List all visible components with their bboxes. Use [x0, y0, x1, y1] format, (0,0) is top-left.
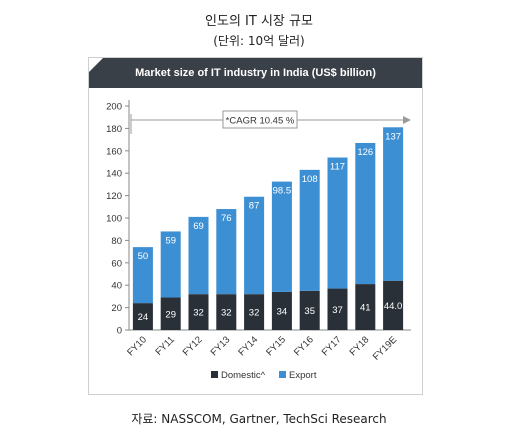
- x-tick-label: FY19E: [371, 334, 399, 362]
- source-note: 자료: NASSCOM, Gartner, TechSci Research: [131, 412, 387, 426]
- y-tick-label: 120: [106, 191, 122, 202]
- data-label-export: 50: [138, 251, 149, 262]
- data-label-domestic: 34: [277, 306, 288, 317]
- bar-export: [383, 127, 404, 281]
- data-label-export: 126: [357, 147, 373, 158]
- bar-export: [216, 209, 237, 295]
- x-tick-label: FY14: [236, 334, 260, 358]
- data-label-domestic: 32: [193, 308, 204, 319]
- y-tick-label: 200: [106, 102, 122, 113]
- bar-domestic: [132, 303, 153, 330]
- bar-domestic: [299, 290, 320, 330]
- y-tick-label: 100: [106, 214, 122, 225]
- data-label-domestic: 37: [332, 305, 343, 316]
- x-tick-label: FY13: [209, 334, 233, 358]
- data-label-domestic: 24: [138, 312, 149, 323]
- data-label-domestic: 41: [360, 303, 371, 314]
- legend-label-domestic: Domestic^: [221, 370, 266, 381]
- x-tick-label: FY17: [320, 334, 344, 358]
- data-label-domestic: 44.0: [384, 301, 403, 312]
- page-subtitle: (단위: 10억 달러): [213, 34, 305, 48]
- bar-export: [271, 181, 292, 292]
- x-tick-label: FY15: [264, 334, 288, 358]
- data-label-export: 76: [221, 213, 232, 224]
- data-label-export: 108: [302, 174, 318, 185]
- y-tick-label: 180: [106, 124, 122, 135]
- bar-domestic: [383, 280, 404, 330]
- cagr-box: [222, 110, 298, 129]
- bar-export: [132, 247, 153, 304]
- data-label-domestic: 32: [221, 308, 232, 319]
- y-tick-label: 0: [117, 326, 122, 337]
- y-tick-label: 80: [111, 236, 122, 247]
- legend-label-export: Export: [289, 370, 317, 381]
- bar-domestic: [188, 294, 209, 330]
- bar-export: [299, 169, 320, 291]
- x-tick-label: FY18: [348, 334, 372, 358]
- data-label-export: 117: [330, 162, 345, 173]
- chart-card: Market size of IT industry in India (US$…: [88, 57, 423, 395]
- y-tick-label: 60: [111, 258, 122, 269]
- x-tick-label: FY11: [153, 334, 176, 357]
- data-label-domestic: 29: [165, 309, 176, 320]
- y-tick-label: 160: [106, 146, 122, 157]
- data-label-export: 87: [249, 201, 260, 212]
- y-tick-label: 140: [106, 169, 122, 180]
- chart-title: Market size of IT industry in India (US$…: [89, 58, 422, 88]
- data-label-export: 69: [193, 221, 204, 232]
- x-tick-label: FY12: [181, 334, 205, 358]
- bar-domestic: [244, 294, 265, 330]
- y-tick-label: 40: [111, 281, 122, 292]
- bar-domestic: [216, 294, 237, 330]
- legend-swatch-domestic: [211, 371, 218, 378]
- bar-domestic: [271, 291, 292, 330]
- bar-export: [327, 157, 348, 289]
- bar-domestic: [355, 284, 376, 330]
- bar-export: [188, 216, 209, 295]
- x-tick-label: FY16: [292, 334, 316, 358]
- data-label-domestic: 32: [249, 308, 260, 319]
- data-label-export: 98.5: [273, 186, 292, 197]
- x-tick-label: FY10: [125, 334, 149, 358]
- data-label-domestic: 35: [304, 306, 315, 317]
- y-tick-label: 20: [111, 303, 122, 314]
- bar-export: [355, 142, 376, 285]
- bar-export: [160, 231, 181, 298]
- page-title: 인도의 IT 시장 규모: [205, 14, 313, 29]
- data-label-export: 59: [165, 235, 176, 246]
- chart-svg: 0 20 40 60 80 100 120 140 160 180 200 24 50 FY10 29 59 F…: [106, 100, 411, 381]
- cagr-arrow-head: [403, 116, 411, 124]
- data-label-export: 137: [385, 131, 401, 142]
- bar-export: [244, 196, 265, 295]
- cagr-label: *CAGR 10.45 %: [226, 116, 295, 127]
- bar-domestic: [327, 288, 348, 330]
- bar-domestic: [160, 297, 181, 330]
- legend-swatch-export: [279, 371, 286, 378]
